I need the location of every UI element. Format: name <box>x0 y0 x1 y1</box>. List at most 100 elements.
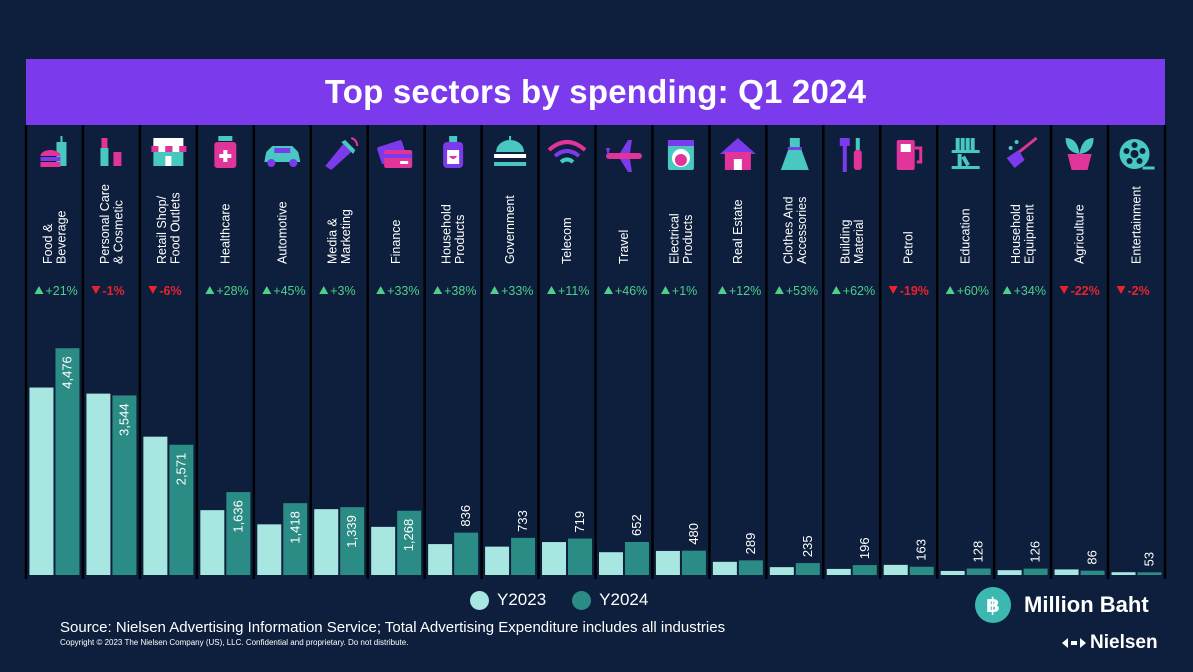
value-label: 733 <box>515 510 530 532</box>
credit-card-icon <box>377 140 413 168</box>
dress-icon <box>780 138 809 170</box>
up-arrow-icon <box>547 286 557 294</box>
bar-y2024 <box>226 492 251 575</box>
megaphone-icon <box>325 137 359 170</box>
category-label-line: Entertainment <box>1130 186 1144 264</box>
category-label-line: Agriculture <box>1073 204 1087 264</box>
up-arrow-icon <box>34 286 44 294</box>
value-label: 2,571 <box>173 453 188 486</box>
change-label: +53% <box>786 284 818 298</box>
up-arrow-icon <box>774 286 784 294</box>
bar-y2023 <box>257 524 282 575</box>
legend-item-y2023: Y2023 <box>470 590 546 610</box>
down-arrow-icon <box>888 286 898 294</box>
category-label-line: Government <box>503 195 517 264</box>
change-label: +46% <box>615 284 647 298</box>
bar-y2023 <box>428 544 453 575</box>
up-arrow-icon <box>660 286 670 294</box>
category-label-line: Clothes And <box>781 197 795 264</box>
down-arrow-icon <box>148 286 158 294</box>
change-label: -1% <box>102 284 124 298</box>
category-label: Entertainment <box>1130 186 1144 264</box>
bar-y2023 <box>542 542 567 575</box>
change-indicator: +3% <box>319 284 356 298</box>
change-indicator: +45% <box>262 284 306 298</box>
category-label: HouseholdProducts <box>440 204 468 264</box>
change-label: -19% <box>900 284 929 298</box>
up-arrow-icon <box>376 286 386 294</box>
bar-y2024 <box>169 444 194 575</box>
bar-y2023 <box>940 570 965 575</box>
change-indicator: +46% <box>603 284 647 298</box>
bar-y2024 <box>1023 568 1048 575</box>
category-label-line: Retail Shop/ <box>155 195 169 264</box>
unit-label: Million Baht <box>1024 592 1149 617</box>
category-label: Travel <box>617 230 631 264</box>
airplane-icon <box>605 140 642 172</box>
value-label: 480 <box>686 523 701 545</box>
change-indicator: +1% <box>660 284 697 298</box>
tools-icon <box>839 138 862 172</box>
category-label: Telecom <box>560 217 574 264</box>
legend-swatch-y2023 <box>470 590 489 610</box>
change-indicator: +53% <box>774 284 818 298</box>
bar-y2023 <box>1111 572 1136 575</box>
up-arrow-icon <box>490 286 500 294</box>
baht-icon: ฿ <box>975 587 1011 623</box>
down-arrow-icon <box>1059 286 1069 294</box>
category-label-line: Household <box>440 204 454 264</box>
bar-y2024 <box>966 568 991 575</box>
category-label-line: Petrol <box>902 231 916 264</box>
bar-y2024 <box>909 566 934 575</box>
change-indicator: +33% <box>376 284 420 298</box>
nielsen-mark-icon <box>1062 638 1086 648</box>
category-label: HouseholdEquipment <box>1009 204 1037 264</box>
bar-y2024 <box>738 560 763 575</box>
category-label-line: Accessories <box>795 197 809 264</box>
change-label: +21% <box>45 284 77 298</box>
category-label-line: Finance <box>389 219 403 264</box>
category-label-line: Products <box>453 215 467 264</box>
bar-y2023 <box>314 509 339 575</box>
copyright-note: Copyright © 2023 The Nielsen Company (US… <box>60 638 409 647</box>
category-label-line: Equipment <box>1023 204 1037 264</box>
bar-y2024 <box>55 348 80 575</box>
change-label: -2% <box>1128 284 1150 298</box>
category-label-line: Travel <box>617 230 631 264</box>
change-label: +3% <box>330 284 355 298</box>
change-indicator: +12% <box>717 284 761 298</box>
legend-label-y2023: Y2023 <box>497 590 547 609</box>
value-label: 86 <box>1085 550 1100 564</box>
bar-y2023 <box>826 568 851 575</box>
bar-y2023 <box>86 393 111 575</box>
category-label-line: Telecom <box>560 217 574 264</box>
up-arrow-icon <box>945 286 955 294</box>
value-label: 1,268 <box>401 519 416 552</box>
medicine-bottle-icon <box>214 136 237 168</box>
bar-y2024 <box>112 395 137 575</box>
change-label: +38% <box>444 284 476 298</box>
category-label: Personal Care& Cosmetic <box>98 184 126 264</box>
change-label: +33% <box>501 284 533 298</box>
change-indicator: -1% <box>91 284 125 298</box>
value-label: 163 <box>914 539 929 561</box>
down-arrow-icon <box>1116 286 1126 294</box>
up-arrow-icon <box>717 286 727 294</box>
change-indicator: +38% <box>433 284 476 298</box>
plant-icon <box>1065 138 1094 170</box>
change-label: -6% <box>159 284 181 298</box>
fuel-pump-icon <box>896 140 923 170</box>
bar-y2024 <box>1080 570 1105 575</box>
up-arrow-icon <box>831 286 841 294</box>
bar-y2023 <box>883 564 908 575</box>
value-label: 4,476 <box>59 356 74 389</box>
category-label-line: Material <box>852 220 866 264</box>
change-label: +60% <box>957 284 989 298</box>
value-label: 196 <box>857 537 872 559</box>
change-label: +62% <box>843 284 875 298</box>
legend: Y2023 Y2024 <box>470 590 648 610</box>
bar-y2023 <box>769 567 794 575</box>
category-label-line: Food & <box>41 223 55 264</box>
bar-y2024 <box>795 563 820 575</box>
